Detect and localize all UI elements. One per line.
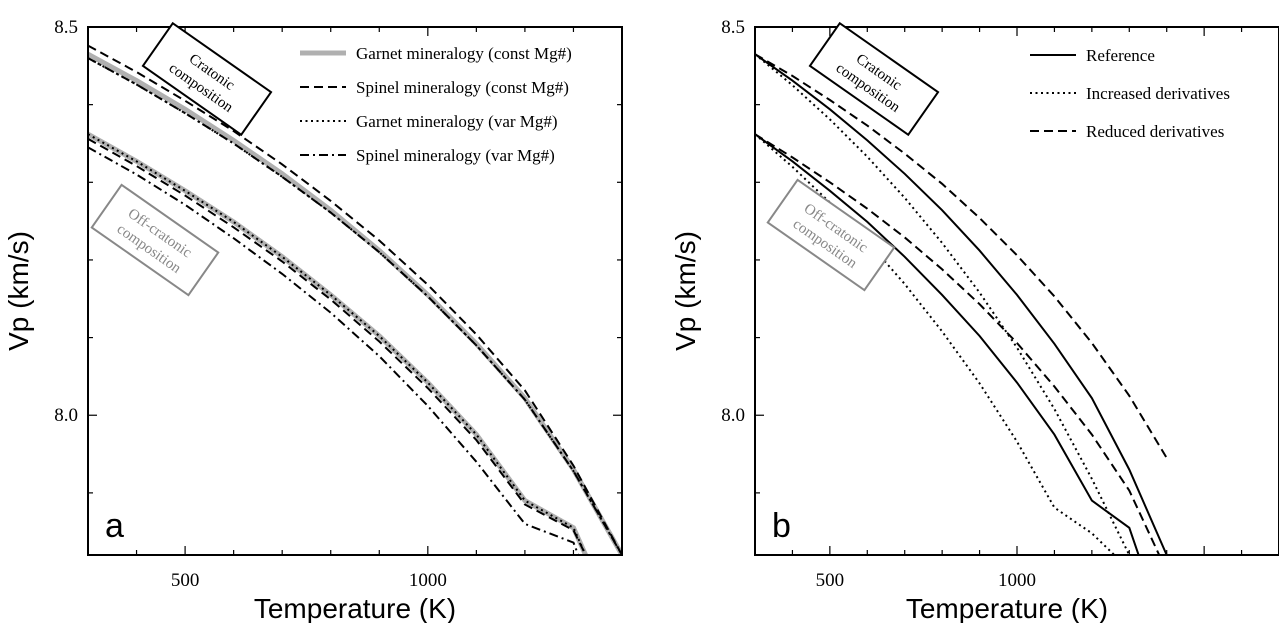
legend-label: Spinel mineralogy (var Mg#)	[356, 146, 555, 165]
legend-label: Spinel mineralogy (const Mg#)	[356, 78, 569, 97]
series-line-off-cratonic-dashed	[755, 133, 1161, 555]
panel-a: 500 1000 8.0 8.5 Temperature (K) Vp (km/s) a Ga…	[3, 17, 623, 623]
series-line-off-cratonic-dashed	[88, 137, 587, 555]
series-group	[88, 44, 622, 555]
series-line-cratonic-dotted	[755, 53, 1150, 555]
y-tick-label: 8.5	[54, 17, 78, 38]
annotation-box	[90, 183, 220, 297]
y-tick-label: 8.0	[721, 405, 745, 426]
legend-label: Increased derivatives	[1086, 84, 1230, 103]
plot-frame	[87, 26, 623, 556]
series-line-cratonic-dashdot	[88, 57, 622, 555]
axis-ticks	[755, 26, 1279, 555]
panel-letter: b	[772, 507, 791, 545]
annotation-box	[808, 21, 940, 137]
series-line-cratonic-dashed	[755, 53, 1168, 459]
legend-label: Reduced derivatives	[1086, 122, 1224, 141]
panel-letter: a	[105, 507, 124, 545]
plot-frame	[754, 26, 1279, 556]
series-line-cratonic-dotted	[88, 57, 622, 555]
x-axis-label: Temperature (K)	[906, 593, 1108, 623]
annotation-box	[766, 178, 896, 292]
series-line-off-cratonic-solid	[755, 133, 1140, 555]
series-line-off-cratonic-dotted	[755, 133, 1115, 555]
legend-label: Reference	[1086, 46, 1155, 65]
x-tick-label: 1000	[409, 570, 447, 591]
series-line-off-cratonic-dotted	[88, 133, 587, 555]
x-tick-label: 1000	[998, 570, 1036, 591]
annotation-box	[141, 21, 273, 137]
legend: Garnet mineralogy (const Mg#) Spinel mine…	[300, 44, 572, 165]
legend-label: Garnet mineralogy (var Mg#)	[356, 112, 558, 131]
axis-ticks	[88, 26, 623, 555]
x-tick-label: 500	[171, 570, 200, 591]
x-axis-label: Temperature (K)	[254, 593, 456, 623]
y-axis-label: Vp (km/s)	[3, 231, 34, 351]
series-line-cratonic-dashed	[88, 44, 622, 555]
y-axis-label: Vp (km/s)	[670, 231, 701, 351]
series-line-cratonic-solid	[755, 53, 1168, 555]
legend: Reference Increased derivatives Reduced de…	[1030, 46, 1230, 141]
legend-label: Garnet mineralogy (const Mg#)	[356, 44, 572, 63]
x-tick-label: 500	[816, 570, 845, 591]
y-tick-label: 8.0	[54, 405, 78, 426]
y-tick-label: 8.5	[721, 17, 745, 38]
panel-b: 500 1000 8.0 8.5 Temperature (K) Vp (km/s) b Re…	[670, 17, 1279, 623]
series-group	[755, 53, 1168, 555]
series-line-off-cratonic-dashdot	[88, 146, 580, 555]
series-line-off-cratonic-thick-gray	[88, 132, 588, 555]
